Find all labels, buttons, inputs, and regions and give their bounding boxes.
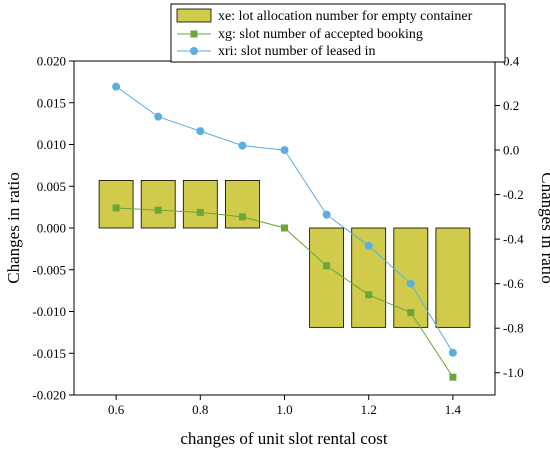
left-axis-label: Changes in ratio xyxy=(4,172,23,283)
point-xri xyxy=(364,241,373,250)
bar-series xyxy=(98,180,471,328)
bar-xe xyxy=(140,180,176,229)
right-tick-label: -1.0 xyxy=(503,365,524,380)
left-tick-label: 0.000 xyxy=(37,221,66,236)
point-xri xyxy=(112,82,121,91)
point-xri xyxy=(406,279,415,288)
right-tick-label: -0.8 xyxy=(503,321,524,336)
legend-swatch-xe xyxy=(176,8,212,23)
bar-xe xyxy=(224,180,260,229)
left-tick-label: -0.020 xyxy=(32,388,66,403)
bar-xe xyxy=(435,227,471,328)
legend-label-xe: xe: lot allocation number for empty cont… xyxy=(218,9,473,24)
point-xg xyxy=(365,291,373,299)
legend: xe: lot allocation number for empty cont… xyxy=(170,3,506,63)
bar-xe xyxy=(98,180,134,229)
point-xg xyxy=(323,262,331,270)
left-tick-label: 0.010 xyxy=(37,137,66,152)
point-xri xyxy=(448,348,457,357)
point-xg xyxy=(196,208,204,216)
x-tick-label: 1.4 xyxy=(445,402,462,417)
right-axis-label: Changes in ratio xyxy=(538,172,550,283)
right-tick-label: -0.4 xyxy=(503,232,524,247)
point-xg xyxy=(238,213,246,221)
bar-xe xyxy=(309,227,345,328)
point-xri xyxy=(238,141,247,150)
legend-marker-xri xyxy=(190,47,198,55)
axes: 0.6 0.8 1.0 1.2 1.4 -0.020 -0.015 -0.010 -0.005 0… xyxy=(32,54,524,418)
left-tick-label: -0.015 xyxy=(32,346,66,361)
x-tick-label: 0.8 xyxy=(192,402,208,417)
left-tick-label: 0.015 xyxy=(37,95,66,110)
bar-xe xyxy=(182,180,218,229)
right-tick-label: 0.4 xyxy=(503,54,520,69)
point-xg xyxy=(407,309,415,317)
x-tick-label: 0.6 xyxy=(108,402,125,417)
point-xg xyxy=(112,204,120,212)
x-tick-label: 1.0 xyxy=(276,402,292,417)
point-xg xyxy=(154,206,162,214)
right-tick-label: -0.2 xyxy=(503,187,524,202)
left-tick-label: -0.005 xyxy=(32,262,66,277)
legend-label-xg: xg: slot number of accepted booking xyxy=(218,27,423,42)
right-tick-label: 0.2 xyxy=(503,98,519,113)
x-axis-label: changes of unit slot rental cost xyxy=(180,429,388,448)
point-xri xyxy=(196,127,205,136)
point-xg xyxy=(281,224,288,232)
left-tick-label: -0.010 xyxy=(32,304,66,319)
left-tick-label: 0.020 xyxy=(37,54,66,69)
legend-marker-xg xyxy=(190,30,198,38)
x-tick-label: 1.2 xyxy=(361,402,377,417)
legend-label-xri: xri: slot number of leased in xyxy=(218,44,375,59)
point-xg xyxy=(449,373,457,381)
point-xri xyxy=(322,210,331,219)
legend-box xyxy=(170,3,506,63)
right-tick-label: -0.6 xyxy=(503,276,524,291)
line-series xyxy=(112,82,457,381)
right-tick-label: 0.0 xyxy=(503,143,519,158)
point-xri xyxy=(154,112,163,121)
point-xri xyxy=(280,146,289,155)
left-tick-label: 0.005 xyxy=(37,179,66,194)
